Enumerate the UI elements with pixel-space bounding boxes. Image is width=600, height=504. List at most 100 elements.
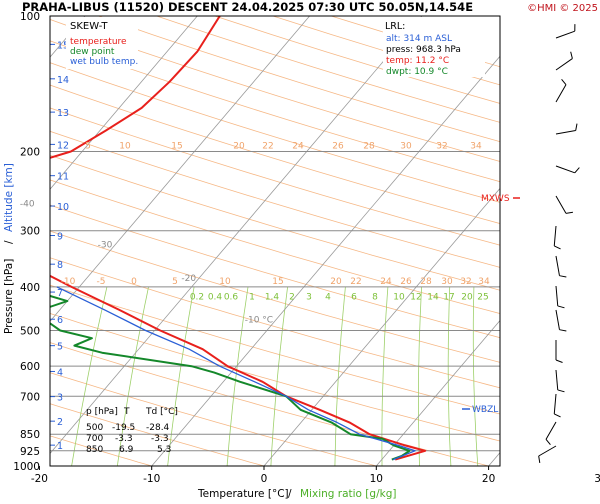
table-row-td: 5.3 xyxy=(157,445,171,455)
theta-label: 34 xyxy=(478,277,490,287)
table-row-t: 6.9 xyxy=(119,445,134,455)
theta-label: 10 xyxy=(119,141,131,151)
mixing-ratio-line xyxy=(531,287,542,466)
isotherm-line xyxy=(0,16,310,466)
dry-adiabat-line xyxy=(0,16,600,466)
series-line-wet-bulb-temp xyxy=(57,287,415,460)
mixing-ratio-label: 8 xyxy=(372,292,378,302)
wind-barb-staff xyxy=(556,196,566,213)
x-tick-label: -20 xyxy=(31,473,48,485)
table-row-t: -3.3 xyxy=(115,434,133,444)
lrl-pressure: press: 968.3 hPa xyxy=(386,45,461,55)
legend-temperature: temperature xyxy=(70,37,127,47)
altitude-tick-label: 12 xyxy=(57,140,69,151)
copyright-label: ©HMI © 2025 xyxy=(527,3,598,14)
wind-barb-feather xyxy=(566,212,573,213)
isotherm-label: -30 xyxy=(98,240,113,250)
theta-label: 28 xyxy=(420,277,432,287)
table-row-p: 850 xyxy=(86,445,103,455)
table-header-t: T xyxy=(123,407,130,417)
dry-adiabat-line xyxy=(0,16,600,466)
altitude-tick-label: 14 xyxy=(57,75,69,86)
theta-label: 26 xyxy=(400,277,412,287)
x-axis-label-mixing-ratio: Mixing ratio [g/kg] xyxy=(300,488,396,500)
dry-adiabat-line xyxy=(40,16,600,466)
theta-label: 30 xyxy=(400,141,412,151)
mixing-ratio-line xyxy=(568,287,583,466)
theta-label: 15 xyxy=(272,277,283,287)
dry-adiabat-line xyxy=(0,16,600,466)
wind-barb-feather xyxy=(576,124,577,131)
x-tick-label: 30 xyxy=(594,473,600,485)
wind-barb-feather xyxy=(559,276,566,277)
y-axis-label-altitude: Altitude [km] xyxy=(3,163,15,232)
dry-adiabat-line xyxy=(215,16,600,466)
dry-adiabat-line xyxy=(0,16,600,466)
mixing-ratio-label: 12 xyxy=(410,292,421,302)
theta-label: 24 xyxy=(292,141,304,151)
wind-barb-staff xyxy=(546,422,556,439)
table-row-td: -3.3 xyxy=(151,434,169,444)
mixing-ratio-label: 14 xyxy=(427,292,439,302)
lrl-title: LRL: xyxy=(385,21,405,32)
mixing-ratio-label: 17 xyxy=(443,292,454,302)
y-axis-separator: / xyxy=(3,240,15,244)
pressure-tick-label: 300 xyxy=(20,226,40,238)
theta-label: -10 xyxy=(61,277,76,287)
x-axis-separator: / xyxy=(288,488,292,500)
theta-label: 0 xyxy=(131,277,137,287)
mixing-ratio-line xyxy=(505,287,513,466)
isotherm-label: -40 xyxy=(20,200,35,210)
x-tick-label: 0 xyxy=(261,473,268,485)
isotherm-label: -20 xyxy=(181,274,196,284)
y-axis-label: Pressure [hPa] xyxy=(3,259,15,334)
altitude-tick-label: 6 xyxy=(57,315,63,326)
dry-adiabat-line xyxy=(0,16,600,466)
altitude-tick-label: 9 xyxy=(57,232,63,243)
mixing-ratio-label: 4 xyxy=(325,292,331,302)
dry-adiabat-line xyxy=(0,16,600,466)
altitude-tick-label: 2 xyxy=(57,417,63,428)
mixing-ratio-label: 3 xyxy=(306,292,312,302)
wind-barb-staff xyxy=(556,256,559,276)
theta-label: 5 xyxy=(85,141,91,151)
wind-barb-feather xyxy=(554,246,560,249)
dry-adiabat-line xyxy=(0,16,600,466)
pressure-tick-label: 925 xyxy=(20,446,40,458)
mixing-ratio-line xyxy=(271,287,288,466)
lrl-dewpoint: dwpt: 10.9 °C xyxy=(386,67,448,77)
altitude-tick-label: 7 xyxy=(57,288,63,299)
theta-label: 32 xyxy=(460,277,471,287)
altitude-tick-label: 13 xyxy=(57,108,69,119)
isotherm-line xyxy=(376,16,600,466)
mixing-ratio-label: 20 xyxy=(461,292,473,302)
x-tick-label: -10 xyxy=(143,473,160,485)
dry-adiabat-line xyxy=(0,16,600,466)
theta-label: 30 xyxy=(441,277,453,287)
altitude-tick-label: 1 xyxy=(57,441,63,452)
x-axis-title: Temperature [°C] / Mixing ratio [g/kg] xyxy=(197,488,396,500)
background-grid xyxy=(0,16,600,466)
plot-frame xyxy=(50,16,500,466)
altitude-tick-label: 10 xyxy=(57,202,69,213)
altitude-tick-label: 11 xyxy=(57,172,69,183)
wind-barb-staff xyxy=(554,226,556,246)
wind-barb-staff xyxy=(556,85,566,102)
theta-label: 34 xyxy=(470,141,482,151)
dry-adiabat-line xyxy=(0,16,600,466)
isotherm-label: -10 °C xyxy=(245,315,273,325)
theta-label: 10 xyxy=(219,277,231,287)
mixing-ratio-line xyxy=(473,287,478,466)
y-axis-title: Pressure [hPa] / Altitude [km] xyxy=(3,163,15,334)
mixing-ratio-label: 1.4 xyxy=(265,292,280,302)
mixing-ratio-line xyxy=(448,287,451,466)
wind-barb-staff xyxy=(539,446,556,456)
altitude-tick-label: 8 xyxy=(57,260,63,271)
theta-label: 22 xyxy=(262,141,273,151)
theta-label: 22 xyxy=(350,277,361,287)
altitude-tick-label: 4 xyxy=(57,367,63,378)
wind-barb-staff xyxy=(556,131,576,134)
wind-barb-feather xyxy=(558,306,565,308)
wind-barb-staff xyxy=(554,394,556,414)
